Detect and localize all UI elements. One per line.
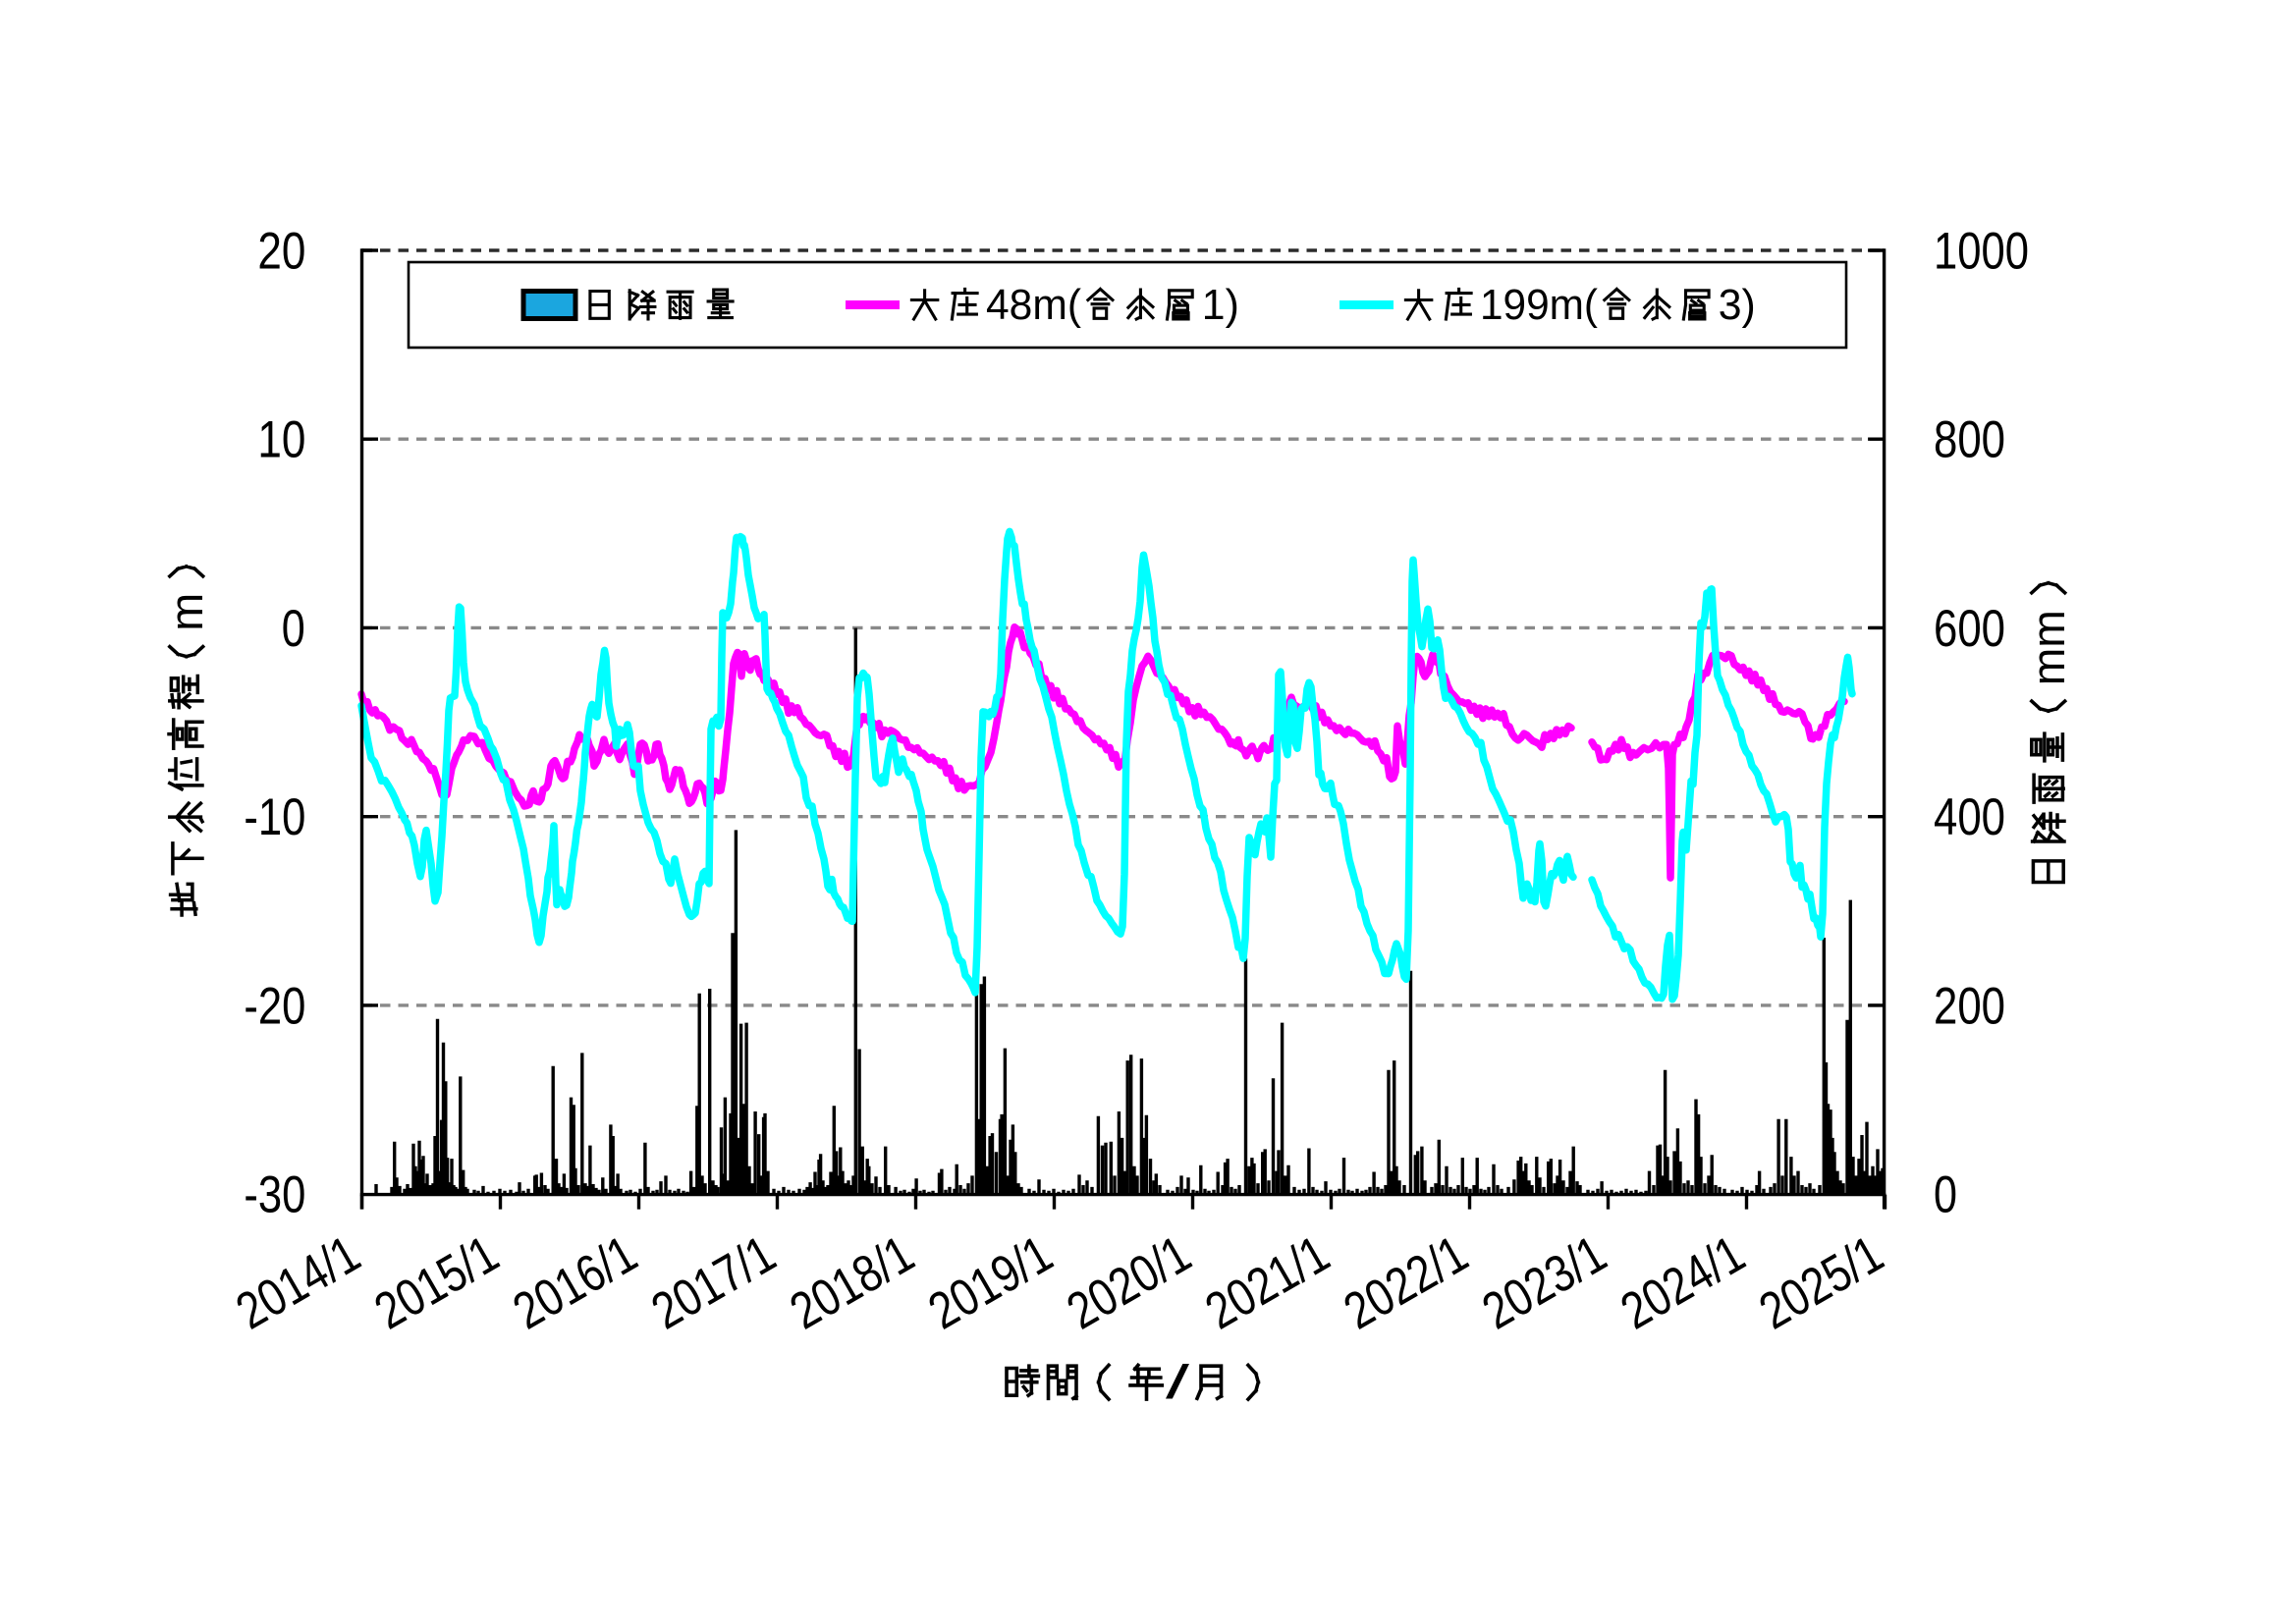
svg-text:20: 20 xyxy=(257,223,305,281)
svg-text:400: 400 xyxy=(1934,788,2005,846)
svg-text:1): 1) xyxy=(1202,281,1239,329)
svg-text:mm: mm xyxy=(2022,610,2074,685)
svg-text:-30: -30 xyxy=(244,1166,305,1224)
svg-text:3): 3) xyxy=(1719,281,1756,329)
svg-text:0: 0 xyxy=(1934,1166,1957,1224)
svg-text:600: 600 xyxy=(1934,600,2005,658)
svg-text:800: 800 xyxy=(1934,411,2005,469)
svg-text:m: m xyxy=(160,593,212,631)
svg-text:10: 10 xyxy=(257,411,305,469)
svg-text:48m(: 48m( xyxy=(986,281,1081,329)
svg-text:199m(: 199m( xyxy=(1480,281,1598,329)
svg-text:-20: -20 xyxy=(244,977,305,1035)
svg-text:/: / xyxy=(1166,1357,1190,1409)
svg-text:1000: 1000 xyxy=(1934,223,2029,281)
svg-text:-10: -10 xyxy=(244,788,305,846)
svg-text:0: 0 xyxy=(282,600,305,658)
svg-text:200: 200 xyxy=(1934,977,2005,1035)
